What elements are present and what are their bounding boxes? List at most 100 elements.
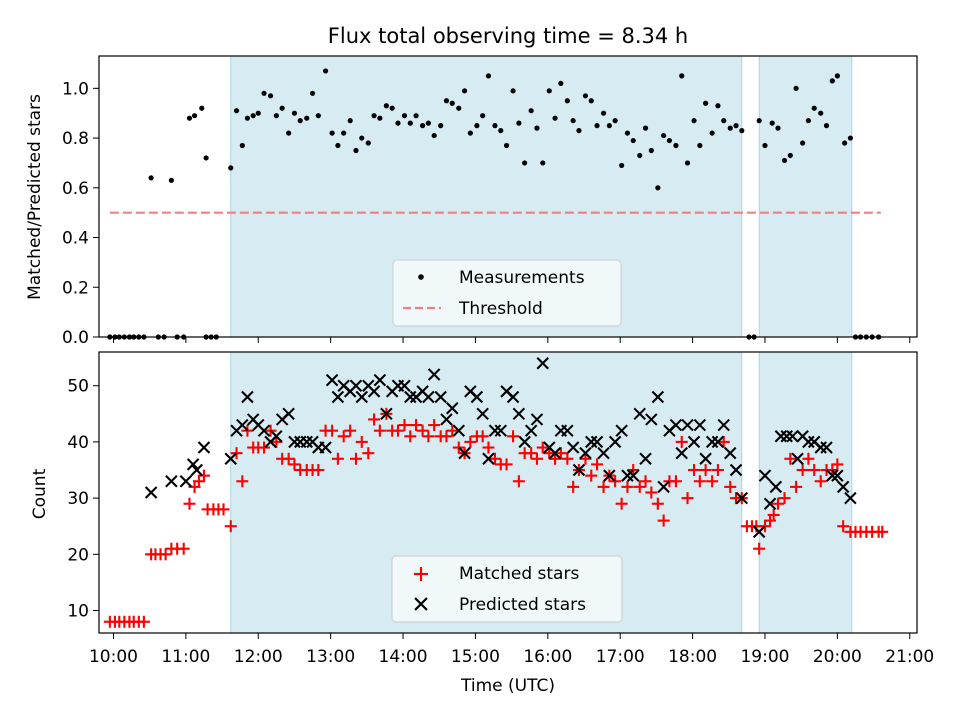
matched-star-point: [627, 464, 640, 477]
measurement-point: [709, 130, 715, 136]
predicted-star-point: [699, 452, 712, 466]
predicted-star-point: [518, 435, 531, 449]
y-tick-label: 0.6: [62, 179, 89, 199]
measurement-point: [353, 147, 359, 154]
matched-star-point: [183, 497, 196, 510]
measurement-point: [673, 142, 679, 149]
predicted-star-point: [651, 390, 665, 404]
matched-star-point: [711, 464, 724, 477]
chart-title: Flux total observing time = 8.34 h: [328, 24, 688, 48]
measurement-point: [594, 123, 600, 129]
matched-star-point: [488, 452, 501, 465]
measurement-point: [637, 152, 643, 159]
matched-star-point: [236, 475, 249, 488]
matched-star-point: [639, 475, 652, 488]
measurement-point: [823, 123, 830, 129]
predicted-star-point: [780, 430, 793, 443]
predicted-star-point: [802, 435, 815, 449]
measurement-point: [818, 110, 824, 116]
plot-frame: [98, 55, 918, 338]
x-tick-label: 15:00: [451, 647, 500, 667]
predicted-star-point: [190, 463, 203, 477]
predicted-star-point: [729, 463, 743, 477]
measurement-point: [684, 160, 691, 166]
measurement-point: [347, 118, 353, 124]
matched-star-point: [561, 452, 574, 465]
matched-star-point: [758, 520, 771, 533]
legend: Matched stars Predicted stars: [391, 555, 623, 623]
matched-star-point: [192, 475, 205, 488]
measurement-point: [516, 120, 522, 126]
y-tick-label: 10: [67, 602, 89, 622]
measurement-point: [359, 135, 365, 141]
matched-star-point: [410, 419, 423, 432]
measurement-point: [492, 123, 498, 129]
matched-star-point: [724, 480, 737, 493]
predicted-star-point: [572, 463, 586, 477]
predicted-star-point: [488, 424, 502, 437]
measurement-point: [540, 160, 546, 166]
x-axis-ticks: 10:00 11:00 12:00 13:00 14:00 15:00 16:00 17:00…: [89, 633, 934, 667]
predicted-star-point: [687, 435, 701, 449]
predicted-star-point: [711, 435, 725, 449]
matched-star-point: [349, 452, 362, 465]
predicted-legend-marker: [414, 597, 428, 611]
measurement-point: [588, 98, 594, 104]
measurement-point: [474, 123, 480, 129]
counts-panel: 10 20 30 40 50 10:00 11:00 12:00 13:00 14:00 15:0…: [30, 351, 934, 696]
predicted-star-point: [669, 418, 683, 432]
measurement-point: [600, 110, 607, 116]
measurement-point: [642, 125, 649, 131]
predicted-star-point: [717, 418, 730, 432]
measurement-point: [203, 155, 209, 161]
predicted-star-point: [597, 446, 610, 460]
matched-star-point: [422, 430, 435, 443]
predicted-legend-label: Predicted stars: [459, 595, 586, 615]
matched-star-point: [753, 542, 766, 555]
matched-star-point: [476, 430, 489, 443]
matched-star-point: [784, 452, 797, 465]
matched-star-point: [669, 475, 682, 488]
y-tick-label: 30: [67, 489, 89, 509]
matched-star-point: [681, 492, 694, 505]
measurement-point: [679, 73, 685, 79]
predicted-star-point: [367, 385, 381, 398]
matched-star-point: [312, 464, 325, 477]
matched-star-point: [591, 458, 604, 471]
measurement-point: [534, 125, 540, 131]
measurement-point: [619, 162, 625, 169]
legend-box: [391, 555, 623, 623]
measurement-point: [401, 113, 408, 119]
predicted-star-point: [355, 390, 369, 404]
x-tick-label: 17:00: [596, 647, 645, 667]
y-tick-label: 0.0: [62, 328, 89, 348]
measurement-point: [449, 100, 455, 106]
matched-star-point: [355, 435, 368, 448]
matched-star-point: [337, 430, 350, 443]
measurement-point: [371, 113, 377, 119]
measurement-point: [715, 103, 721, 109]
measurement-point: [456, 105, 462, 111]
matched-star-point: [597, 480, 610, 493]
matched-star-point: [398, 419, 411, 432]
predicted-star-point: [349, 379, 363, 392]
measurement-point: [721, 118, 727, 124]
measurement-point: [787, 152, 793, 159]
matched-star-point: [137, 615, 150, 628]
measurements-legend-marker: [418, 274, 424, 280]
matched-star-point: [464, 435, 477, 448]
predicted-star-point: [681, 418, 694, 432]
predicted-star-point: [434, 390, 447, 404]
measurement-point: [697, 142, 703, 149]
measurement-point: [304, 115, 310, 121]
predicted-star-point: [836, 480, 850, 494]
y-tick-label: 20: [67, 545, 89, 565]
matched-star-point: [814, 475, 827, 488]
predicted-star-point: [831, 469, 844, 482]
measurement-point: [630, 137, 636, 144]
matched-star-point: [500, 458, 513, 471]
measurement-point: [612, 118, 618, 124]
predicted-star-point: [844, 491, 857, 505]
x-tick-label: 11:00: [161, 647, 210, 667]
predicted-star-point: [608, 435, 622, 449]
